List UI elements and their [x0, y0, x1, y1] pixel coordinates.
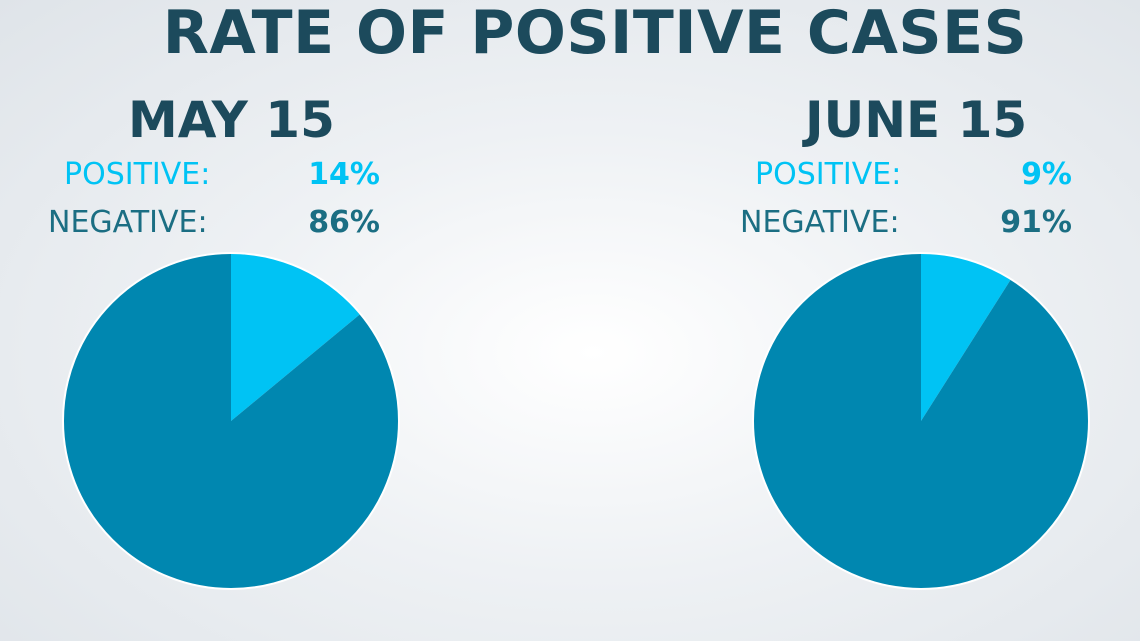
- june-negative-value: 91%: [1000, 205, 1072, 240]
- june-negative-label: NEGATIVE:: [740, 205, 900, 240]
- slice-positive: [921, 253, 1012, 421]
- june-heading: JUNE 15: [805, 91, 1028, 149]
- may-negative-label: NEGATIVE:: [48, 205, 208, 240]
- june-pie-chart: [752, 252, 1090, 590]
- slice-negative: [63, 253, 400, 589]
- may-negative-value: 86%: [308, 205, 380, 240]
- slice-positive: [231, 253, 361, 421]
- june-positive-label: POSITIVE:: [755, 157, 902, 192]
- chart-title: RATE OF POSITIVE CASES: [162, 0, 1028, 68]
- may-heading: MAY 15: [128, 91, 335, 149]
- slice-negative: [753, 253, 1089, 589]
- may-positive-label: POSITIVE:: [64, 157, 211, 192]
- pie-border: [752, 252, 1090, 590]
- pie-border: [62, 252, 400, 590]
- june-positive-value: 9%: [1021, 157, 1072, 192]
- may-positive-value: 14%: [308, 157, 380, 192]
- may-pie-chart: [62, 252, 400, 590]
